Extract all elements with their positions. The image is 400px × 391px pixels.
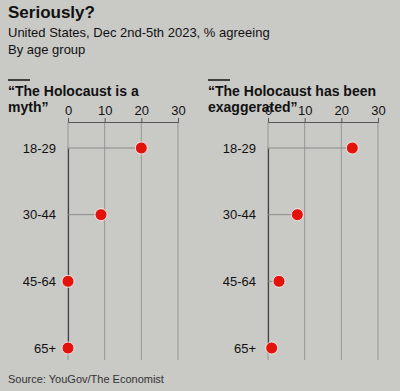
panel-title-line: myth”	[8, 99, 48, 115]
y-tick: 45-64	[223, 274, 268, 289]
dot	[346, 142, 358, 154]
y-tick-label: 18-29	[223, 141, 256, 156]
grid-line	[68, 122, 69, 360]
dot	[135, 142, 147, 154]
background	[0, 0, 400, 391]
y-tick-label: 45-64	[223, 274, 256, 289]
x-tick-label: 0	[65, 103, 72, 118]
grid-line	[268, 122, 269, 360]
dot	[266, 342, 278, 354]
title-rule	[8, 79, 30, 81]
y-tick: 18-29	[23, 141, 68, 156]
grid-line	[341, 122, 342, 360]
note: By age group	[8, 42, 85, 57]
x-tick-mark	[268, 118, 269, 122]
x-tick-mark	[378, 118, 379, 122]
grid	[68, 122, 178, 360]
x-tick-mark	[341, 118, 342, 122]
x-tick: 10	[98, 103, 112, 122]
title-rule	[208, 79, 230, 81]
y-tick-label: 18-29	[23, 141, 56, 156]
grid-line	[141, 122, 142, 360]
grid-line	[304, 122, 305, 360]
x-tick-label: 30	[171, 103, 185, 118]
y-tick-label: 45-64	[23, 274, 56, 289]
subtitle: United States, Dec 2nd-5th 2023, % agree…	[8, 25, 270, 40]
x-tick-mark	[141, 118, 142, 122]
y-axis-line	[68, 149, 69, 349]
source: Source: YouGov/The Economist	[8, 373, 164, 385]
x-tick-label: 10	[298, 103, 312, 118]
y-axis-line	[268, 149, 269, 349]
grid-line	[378, 122, 379, 360]
dot	[62, 342, 74, 354]
x-tick: 20	[335, 103, 349, 122]
x-tick: 0	[265, 103, 272, 122]
x-tick-label: 30	[371, 103, 385, 118]
dot	[95, 209, 107, 221]
x-tick: 20	[135, 103, 149, 122]
y-tick-label: 65+	[234, 341, 256, 356]
x-tick-label: 10	[98, 103, 112, 118]
panel-title-line: exaggerated”	[208, 99, 297, 115]
x-axis-line	[69, 118, 179, 123]
x-tick-label: 20	[335, 103, 349, 118]
grid-line	[104, 122, 105, 360]
y-tick: 18-29	[223, 141, 268, 156]
panel-title: “The Holocaust has beenexaggerated”	[208, 83, 376, 115]
grid	[268, 122, 378, 360]
x-tick: 0	[65, 103, 72, 122]
x-axis: 0 10 20 30	[265, 103, 386, 123]
y-tick: 45-64	[23, 274, 68, 289]
dot	[62, 275, 74, 287]
dot	[273, 275, 285, 287]
x-tick-mark	[105, 118, 106, 122]
y-axis: 18-29 30-44 45-64 65+	[23, 141, 69, 356]
y-tick: 30-44	[223, 207, 268, 222]
y-tick-label: 30-44	[23, 207, 56, 222]
y-tick: 30-44	[23, 207, 68, 222]
x-axis: 0 10 20 30	[65, 103, 186, 123]
dot-stem	[268, 148, 352, 149]
y-tick: 65+	[234, 341, 268, 356]
x-axis-line	[269, 118, 379, 123]
grid-line	[178, 122, 179, 360]
x-tick-mark	[68, 118, 69, 122]
panel: “The Holocaust is amyth”010203018-2930-4…	[8, 80, 186, 360]
dot-stem	[68, 148, 141, 149]
y-tick-label: 65+	[34, 341, 56, 356]
marks	[62, 142, 147, 354]
panel-title: “The Holocaust is amyth”	[8, 83, 139, 115]
x-tick: 10	[298, 103, 312, 122]
x-tick: 30	[371, 103, 385, 122]
x-tick-mark	[178, 118, 179, 122]
x-tick-label: 20	[135, 103, 149, 118]
x-tick: 30	[171, 103, 185, 122]
y-axis: 18-29 30-44 45-64 65+	[223, 141, 269, 356]
dot	[291, 209, 303, 221]
x-tick-label: 0	[265, 103, 272, 118]
x-tick-mark	[305, 118, 306, 122]
marks	[266, 142, 359, 354]
title: Seriously?	[8, 3, 95, 22]
y-tick-label: 30-44	[223, 207, 256, 222]
panel-title-line: “The Holocaust has been	[208, 83, 376, 99]
panel-title-line: “The Holocaust is a	[8, 83, 139, 99]
panel: “The Holocaust has beenexaggerated”0 10 20…	[208, 80, 386, 360]
